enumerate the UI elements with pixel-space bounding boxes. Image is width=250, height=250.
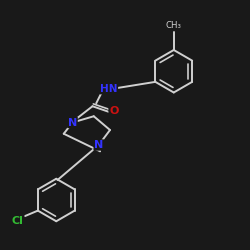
Text: O: O — [109, 106, 118, 116]
Text: Cl: Cl — [12, 216, 24, 226]
Text: N: N — [68, 118, 77, 128]
Text: N: N — [94, 140, 104, 150]
Text: HN: HN — [100, 84, 117, 94]
Text: CH₃: CH₃ — [166, 20, 182, 30]
